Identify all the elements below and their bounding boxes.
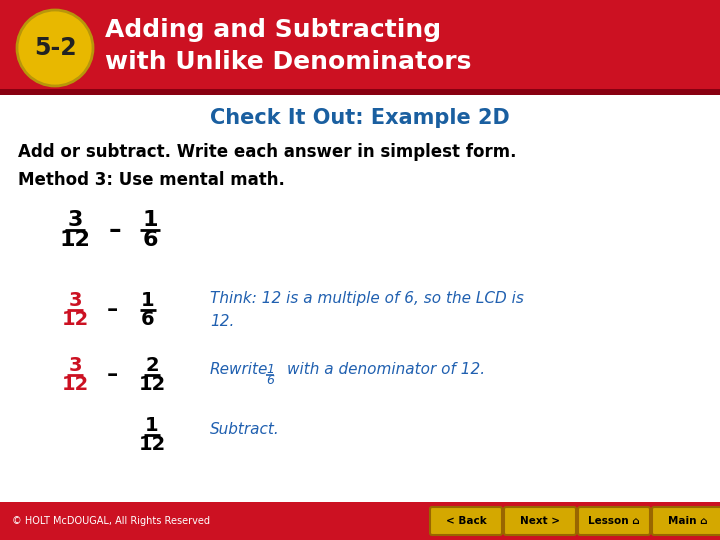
Text: with a denominator of 12.: with a denominator of 12.	[287, 362, 485, 377]
Text: –: –	[107, 300, 117, 320]
Text: 3: 3	[68, 292, 82, 310]
FancyBboxPatch shape	[504, 507, 576, 535]
Text: 1: 1	[266, 363, 274, 376]
Text: –: –	[109, 218, 121, 242]
Text: Add or subtract. Write each answer in simplest form.: Add or subtract. Write each answer in si…	[18, 143, 516, 161]
FancyBboxPatch shape	[578, 507, 650, 535]
Text: 12: 12	[61, 375, 89, 394]
Text: 12: 12	[61, 309, 89, 329]
Text: 1: 1	[143, 210, 158, 230]
Text: 6: 6	[143, 231, 158, 251]
Text: Lesson ⌂: Lesson ⌂	[588, 516, 640, 526]
Text: Think: 12 is a multiple of 6, so the LCD is: Think: 12 is a multiple of 6, so the LCD…	[210, 291, 524, 306]
Text: 3: 3	[68, 356, 82, 375]
Text: Check It Out: Example 2D: Check It Out: Example 2D	[210, 108, 510, 128]
Text: 12.: 12.	[210, 314, 235, 329]
Text: < Back: < Back	[446, 516, 487, 526]
Bar	[0, 0, 720, 95]
Text: –: –	[107, 365, 117, 385]
Text: 2: 2	[145, 356, 159, 375]
FancyBboxPatch shape	[430, 507, 502, 535]
FancyBboxPatch shape	[652, 507, 720, 535]
Text: Subtract.: Subtract.	[210, 422, 280, 437]
Text: Next >: Next >	[520, 516, 560, 526]
Circle shape	[17, 10, 93, 86]
Text: 12: 12	[138, 435, 166, 454]
Text: Method 3: Use mental math.: Method 3: Use mental math.	[18, 171, 285, 189]
Text: Main ⌂: Main ⌂	[668, 516, 708, 526]
Text: 12: 12	[138, 375, 166, 394]
Text: © HOLT McDOUGAL, All Rights Reserved: © HOLT McDOUGAL, All Rights Reserved	[12, 516, 210, 526]
Text: Adding and Subtracting: Adding and Subtracting	[105, 18, 441, 42]
Bar	[0, 502, 720, 540]
Bar	[0, 89, 720, 95]
Text: Rewrite: Rewrite	[210, 362, 269, 377]
Text: 6: 6	[266, 374, 274, 387]
Text: with Unlike Denominators: with Unlike Denominators	[105, 50, 472, 74]
Text: 1: 1	[145, 416, 159, 435]
Text: 5-2: 5-2	[34, 36, 76, 60]
Text: 1: 1	[141, 292, 155, 310]
Text: 6: 6	[141, 309, 155, 329]
Text: 12: 12	[60, 231, 91, 251]
Text: 3: 3	[67, 210, 83, 230]
